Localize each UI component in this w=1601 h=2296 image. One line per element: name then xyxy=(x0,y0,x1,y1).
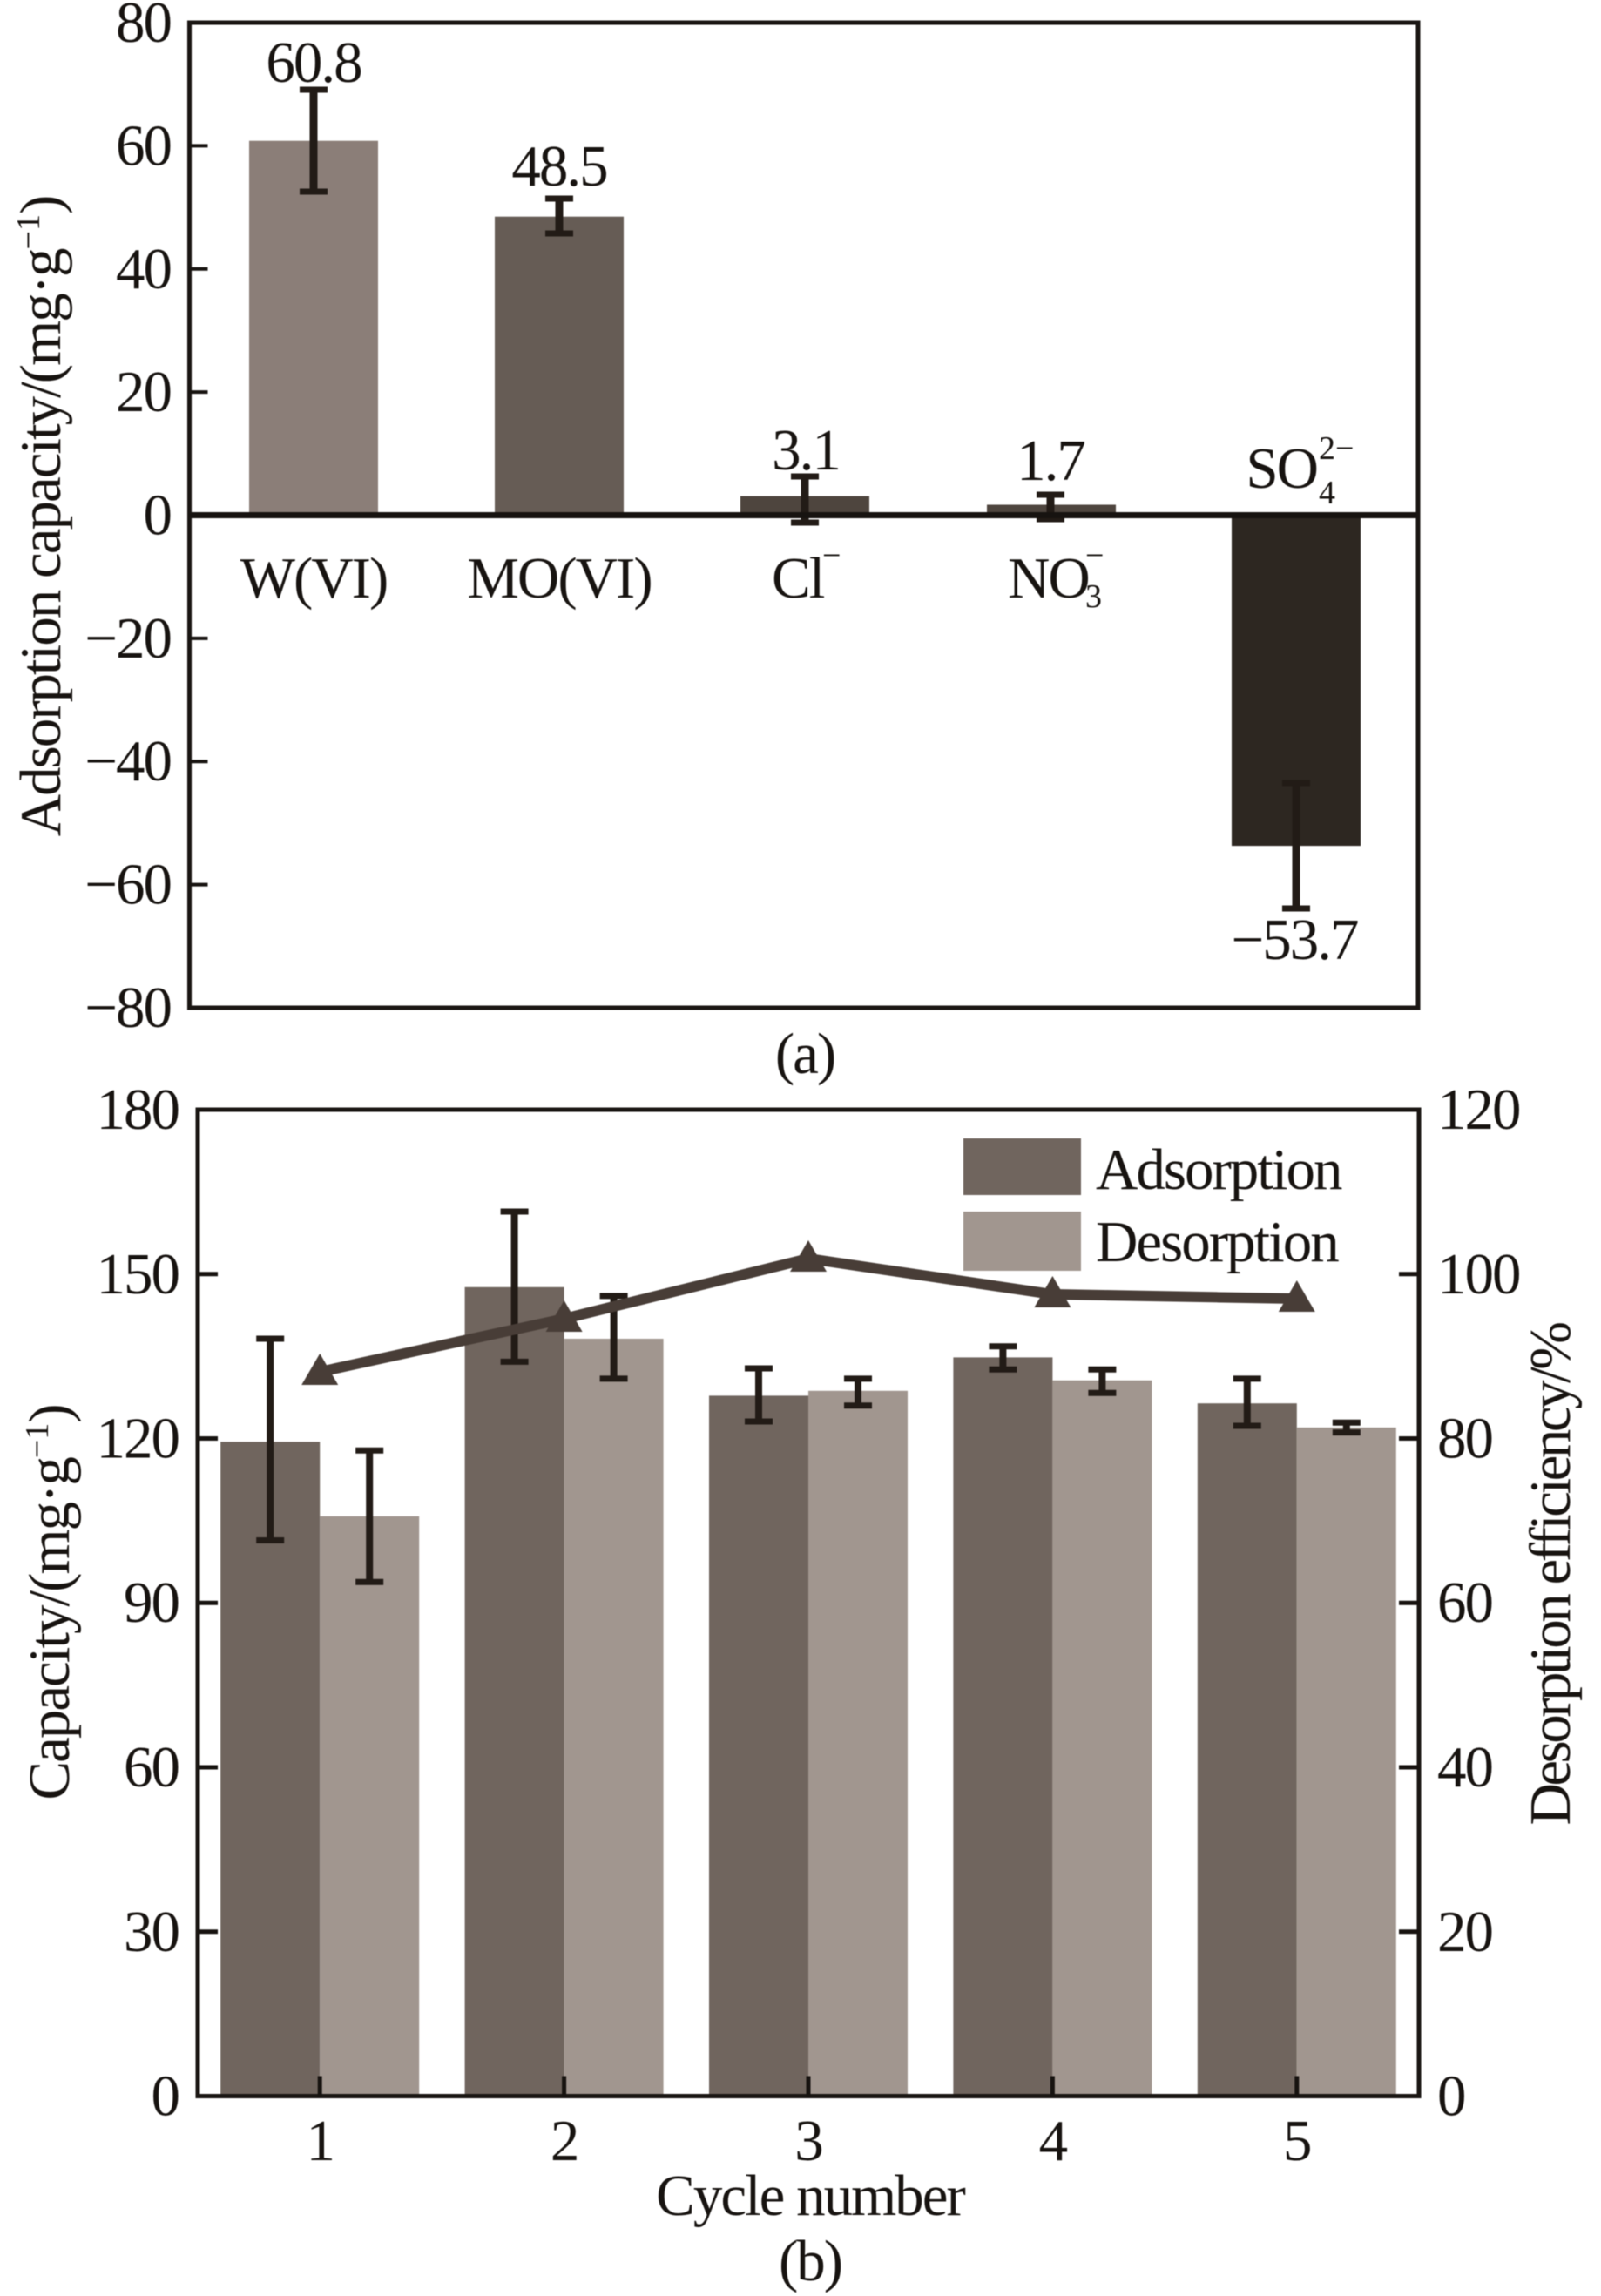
svg-text:3: 3 xyxy=(1085,578,1102,615)
svg-text:−80: −80 xyxy=(84,976,171,1040)
svg-text:Capacity/(mg·g−1): Capacity/(mg·g−1) xyxy=(17,1405,82,1800)
svg-text:1.7: 1.7 xyxy=(1017,429,1084,493)
svg-text:100: 100 xyxy=(1437,1242,1520,1307)
svg-text:−40: −40 xyxy=(84,729,171,793)
svg-text:NO: NO xyxy=(1008,546,1089,611)
svg-text:−60: −60 xyxy=(84,853,171,917)
svg-text:−53.7: −53.7 xyxy=(1231,908,1358,972)
svg-text:120: 120 xyxy=(1437,1077,1520,1142)
svg-text:60: 60 xyxy=(124,1735,179,1800)
svg-text:60: 60 xyxy=(1437,1570,1492,1635)
svg-text:0: 0 xyxy=(144,483,172,548)
svg-text:−: − xyxy=(1085,537,1104,574)
svg-text:40: 40 xyxy=(1437,1735,1492,1800)
svg-text:60.8: 60.8 xyxy=(266,30,361,95)
svg-text:Desorption: Desorption xyxy=(1096,1210,1339,1274)
svg-text:3: 3 xyxy=(794,2109,822,2173)
svg-text:30: 30 xyxy=(124,1900,179,1964)
svg-text:90: 90 xyxy=(124,1570,179,1635)
svg-text:0: 0 xyxy=(152,2064,179,2129)
svg-text:W(VI): W(VI) xyxy=(240,546,388,611)
svg-text:Adsorption capacity/(mg·g−1): Adsorption capacity/(mg·g−1) xyxy=(9,197,73,837)
svg-text:60: 60 xyxy=(116,113,171,178)
svg-text:(b): (b) xyxy=(779,2229,841,2293)
svg-text:Adsorption: Adsorption xyxy=(1096,1138,1342,1202)
svg-text:20: 20 xyxy=(116,360,171,424)
svg-text:MO(VI): MO(VI) xyxy=(467,546,651,611)
svg-text:SO: SO xyxy=(1246,436,1317,501)
svg-text:(a): (a) xyxy=(775,1022,834,1086)
svg-text:80: 80 xyxy=(116,0,171,55)
svg-text:2: 2 xyxy=(551,2109,578,2173)
svg-text:120: 120 xyxy=(97,1407,179,1471)
svg-text:48.5: 48.5 xyxy=(511,134,606,199)
svg-text:Desorption efficiency/%: Desorption efficiency/% xyxy=(1518,1323,1583,1826)
svg-text:4: 4 xyxy=(1039,2109,1068,2173)
svg-text:80: 80 xyxy=(1437,1407,1492,1471)
svg-text:3.1: 3.1 xyxy=(772,418,840,483)
svg-text:Cycle number: Cycle number xyxy=(656,2164,965,2228)
svg-text:150: 150 xyxy=(97,1242,179,1307)
svg-text:−: − xyxy=(822,537,841,574)
svg-text:180: 180 xyxy=(97,1077,179,1142)
svg-text:40: 40 xyxy=(116,237,171,301)
svg-text:1: 1 xyxy=(306,2109,334,2173)
svg-text:4: 4 xyxy=(1319,475,1335,511)
svg-text:−20: −20 xyxy=(84,606,171,671)
svg-text:20: 20 xyxy=(1437,1900,1492,1964)
svg-text:0: 0 xyxy=(1437,2064,1465,2129)
svg-text:2−: 2− xyxy=(1319,430,1354,467)
svg-text:5: 5 xyxy=(1283,2109,1311,2173)
svg-text:Cl: Cl xyxy=(772,546,825,611)
